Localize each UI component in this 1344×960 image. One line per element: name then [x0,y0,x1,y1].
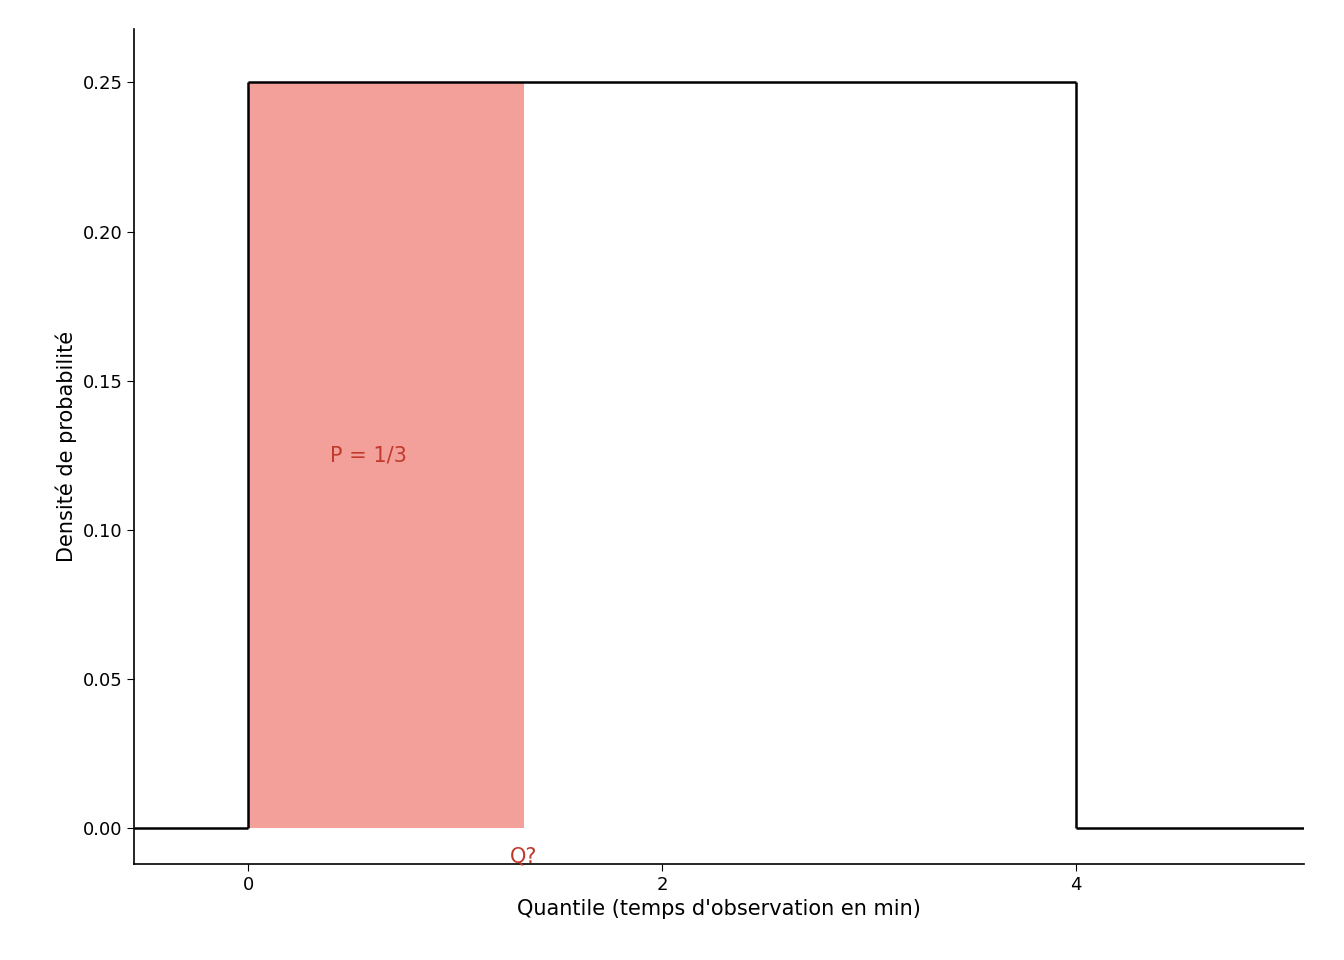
Y-axis label: Densité de probabilité: Densité de probabilité [55,331,77,562]
Text: Q?: Q? [511,846,538,866]
Text: P = 1/3: P = 1/3 [329,445,407,466]
X-axis label: Quantile (temps d'observation en min): Quantile (temps d'observation en min) [517,900,921,920]
